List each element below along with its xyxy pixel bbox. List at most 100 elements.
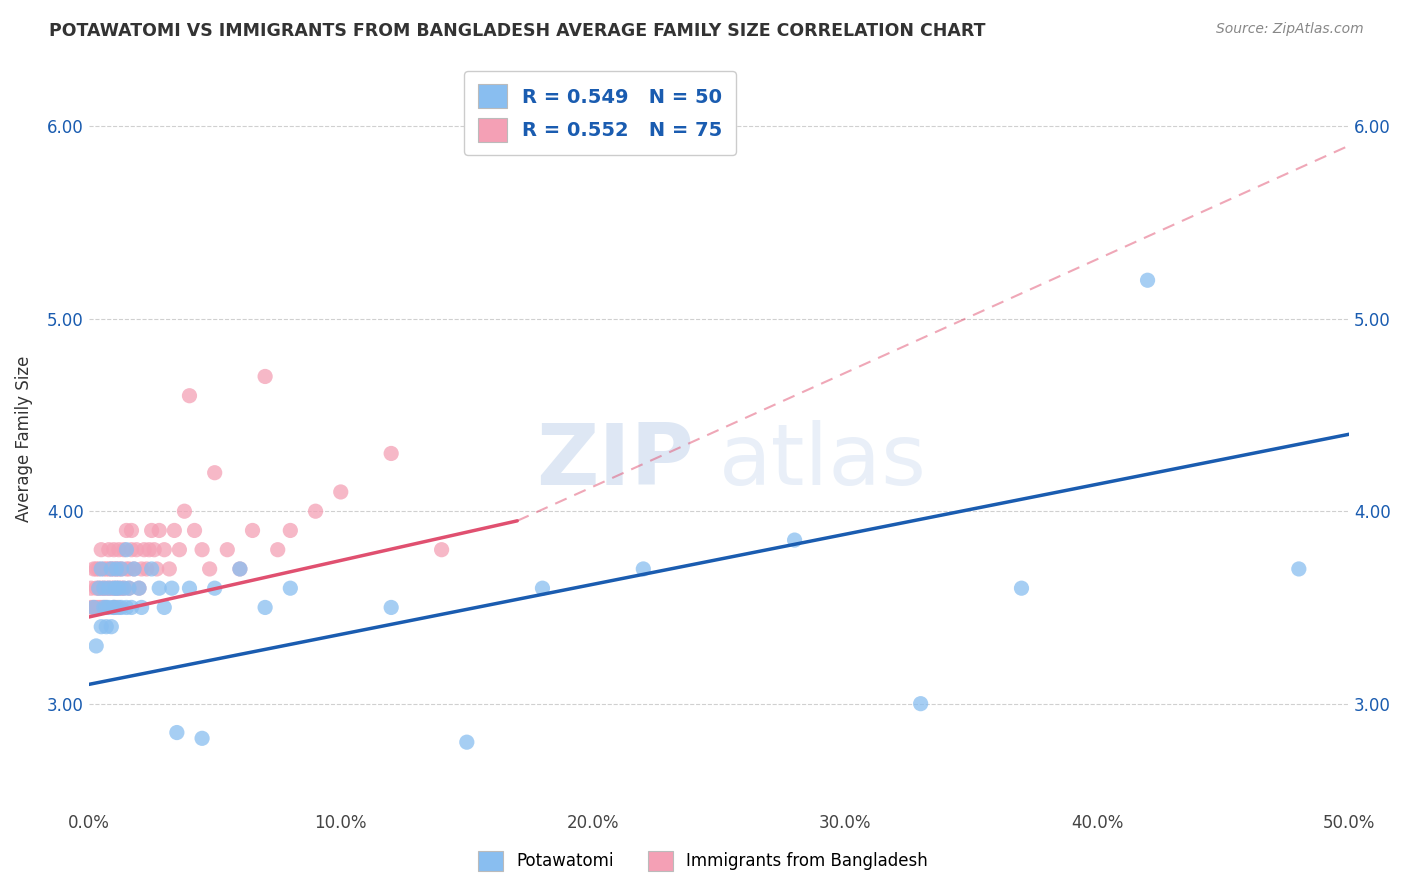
Legend: Potawatomi, Immigrants from Bangladesh: Potawatomi, Immigrants from Bangladesh	[470, 842, 936, 880]
Point	[179, 581, 201, 595]
Point	[329, 485, 352, 500]
Point	[121, 524, 143, 538]
Point	[105, 600, 128, 615]
Point	[80, 600, 103, 615]
Point	[87, 581, 110, 595]
Point	[179, 389, 201, 403]
Point	[166, 725, 188, 739]
Point	[141, 562, 163, 576]
Point	[80, 581, 103, 595]
Point	[105, 562, 128, 576]
Point	[633, 562, 655, 576]
Point	[160, 581, 183, 595]
Point	[84, 581, 107, 595]
Point	[118, 581, 141, 595]
Point	[103, 600, 125, 615]
Y-axis label: Average Family Size: Average Family Size	[15, 356, 32, 522]
Point	[96, 600, 118, 615]
Point	[83, 600, 105, 615]
Point	[103, 562, 125, 576]
Point	[157, 562, 180, 576]
Point	[267, 542, 290, 557]
Point	[169, 542, 191, 557]
Point	[115, 542, 138, 557]
Point	[84, 600, 107, 615]
Point	[128, 581, 150, 595]
Point	[110, 581, 132, 595]
Point	[100, 581, 122, 595]
Point	[87, 600, 110, 615]
Point	[138, 542, 160, 557]
Point	[148, 581, 170, 595]
Point	[108, 581, 131, 595]
Text: atlas: atlas	[718, 420, 927, 503]
Point	[87, 562, 110, 576]
Point	[97, 542, 120, 557]
Point	[87, 581, 110, 595]
Point	[380, 600, 402, 615]
Point	[910, 697, 932, 711]
Point	[191, 542, 214, 557]
Point	[83, 562, 105, 576]
Point	[96, 600, 118, 615]
Point	[112, 581, 135, 595]
Point	[121, 600, 143, 615]
Point	[191, 731, 214, 746]
Point	[108, 600, 131, 615]
Point	[93, 600, 115, 615]
Point	[84, 562, 107, 576]
Point	[103, 581, 125, 595]
Point	[105, 581, 128, 595]
Point	[278, 581, 301, 595]
Point	[1011, 581, 1033, 595]
Point	[115, 562, 138, 576]
Point	[112, 542, 135, 557]
Point	[456, 735, 478, 749]
Point	[93, 562, 115, 576]
Text: Source: ZipAtlas.com: Source: ZipAtlas.com	[1216, 22, 1364, 37]
Point	[83, 600, 105, 615]
Point	[93, 581, 115, 595]
Point	[118, 581, 141, 595]
Point	[135, 562, 157, 576]
Point	[204, 581, 226, 595]
Point	[108, 542, 131, 557]
Point	[304, 504, 326, 518]
Point	[108, 581, 131, 595]
Point	[173, 504, 195, 518]
Point	[96, 562, 118, 576]
Point	[141, 524, 163, 538]
Point	[97, 562, 120, 576]
Point	[105, 581, 128, 595]
Point	[242, 524, 264, 538]
Point	[131, 600, 153, 615]
Point	[115, 524, 138, 538]
Point	[148, 524, 170, 538]
Text: ZIP: ZIP	[536, 420, 693, 503]
Point	[110, 562, 132, 576]
Point	[93, 581, 115, 595]
Point	[108, 562, 131, 576]
Point	[100, 562, 122, 576]
Point	[1288, 562, 1310, 576]
Point	[112, 581, 135, 595]
Point	[229, 562, 252, 576]
Point	[90, 542, 112, 557]
Point	[183, 524, 205, 538]
Point	[254, 369, 277, 384]
Point	[103, 542, 125, 557]
Point	[97, 600, 120, 615]
Point	[278, 524, 301, 538]
Point	[163, 524, 186, 538]
Point	[122, 562, 145, 576]
Point	[198, 562, 221, 576]
Point	[254, 600, 277, 615]
Point	[110, 600, 132, 615]
Point	[380, 446, 402, 460]
Point	[122, 562, 145, 576]
Point	[105, 562, 128, 576]
Point	[143, 542, 166, 557]
Point	[783, 533, 806, 547]
Point	[90, 620, 112, 634]
Point	[110, 562, 132, 576]
